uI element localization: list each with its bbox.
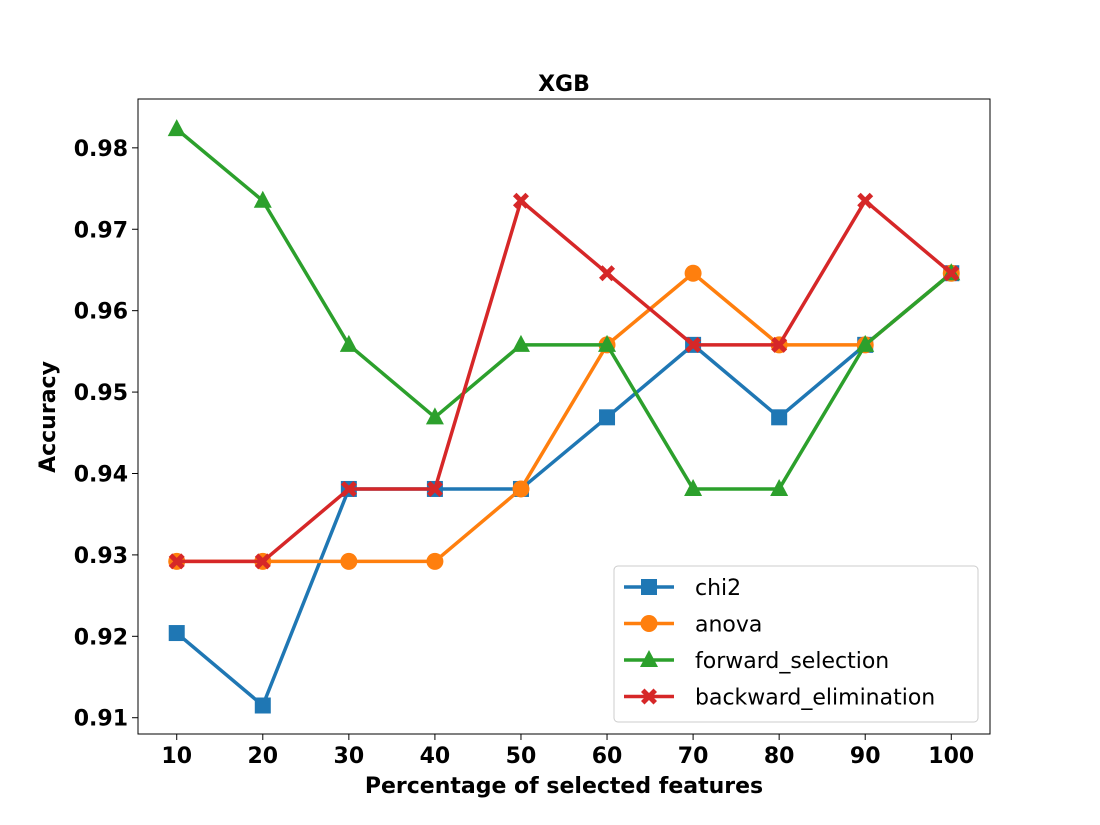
y-tick-label: 0.93 — [74, 544, 128, 569]
data-point — [254, 553, 271, 570]
data-point — [684, 478, 703, 496]
data-point — [426, 552, 444, 570]
data-point — [339, 334, 358, 352]
data-point — [168, 625, 185, 642]
data-point — [425, 407, 444, 425]
x-tick-label: 40 — [420, 744, 451, 769]
y-tick-label: 0.94 — [74, 462, 128, 487]
series-line — [175, 271, 953, 708]
legend-marker — [640, 615, 658, 632]
data-point — [771, 336, 788, 353]
legend-label: forward_selection — [695, 649, 889, 674]
y-tick-label: 0.96 — [74, 300, 128, 325]
legend-marker — [641, 688, 657, 705]
data-point — [770, 478, 789, 496]
legend-label: chi2 — [695, 576, 741, 601]
data-point — [340, 552, 358, 570]
legend: chi2 anova forward_selection backward_elimi… — [613, 565, 979, 723]
data-point — [512, 192, 529, 209]
series-backward-elimination — [168, 192, 960, 570]
y-tick-label: 0.97 — [74, 218, 128, 243]
legend-box — [613, 565, 979, 723]
data-point — [598, 334, 617, 352]
data-point — [943, 265, 960, 282]
series-forward-selection — [167, 119, 961, 496]
data-point — [684, 264, 702, 282]
data-point — [685, 336, 702, 353]
data-point — [771, 409, 788, 426]
legend-label: backward_elimination — [695, 686, 935, 711]
legend-item: forward_selection — [624, 649, 889, 674]
x-tick-label: 90 — [850, 744, 881, 769]
data-point — [426, 480, 443, 497]
data-point — [857, 192, 874, 209]
y-tick-label: 0.98 — [74, 137, 128, 162]
x-tick-label: 30 — [334, 744, 365, 769]
data-point — [511, 334, 530, 352]
data-point — [340, 480, 357, 497]
legend-item: anova — [624, 613, 762, 638]
data-point — [512, 480, 530, 498]
legend-item: chi2 — [624, 576, 741, 601]
data-point — [167, 119, 186, 137]
x-tick-label: 50 — [506, 744, 537, 769]
legend-item: backward_elimination — [624, 686, 935, 711]
data-point — [253, 190, 272, 208]
y-tick-label: 0.92 — [74, 625, 128, 650]
series-anova — [168, 264, 960, 570]
legend-marker — [641, 579, 657, 595]
series-line — [176, 199, 953, 564]
chart-title: XGB — [538, 72, 590, 97]
series-line — [176, 271, 953, 564]
y-axis-label: Accuracy — [36, 361, 61, 473]
y-tick-label: 0.91 — [74, 707, 128, 732]
x-tick-label: 20 — [247, 744, 278, 769]
legend-marker — [640, 650, 658, 667]
plot-area: 10 20 30 40 50 60 70 80 90 100 0.91 0.92 0.93 0.94 0.9… — [74, 98, 991, 769]
data-point — [599, 409, 616, 426]
legend-label: anova — [695, 613, 762, 638]
data-point — [856, 334, 875, 352]
plot-frame — [137, 98, 991, 735]
y-tick-label: 0.95 — [74, 381, 128, 406]
x-tick-label: 80 — [764, 744, 795, 769]
data-point — [599, 265, 616, 282]
data-point — [168, 553, 185, 570]
x-tick-label: 100 — [928, 744, 974, 769]
data-point — [254, 697, 271, 714]
x-tick-label: 60 — [592, 744, 623, 769]
x-axis-label: Percentage of selected features — [365, 774, 763, 799]
series-line — [175, 127, 953, 491]
x-tick-label: 70 — [678, 744, 709, 769]
x-tick-label: 10 — [161, 744, 192, 769]
